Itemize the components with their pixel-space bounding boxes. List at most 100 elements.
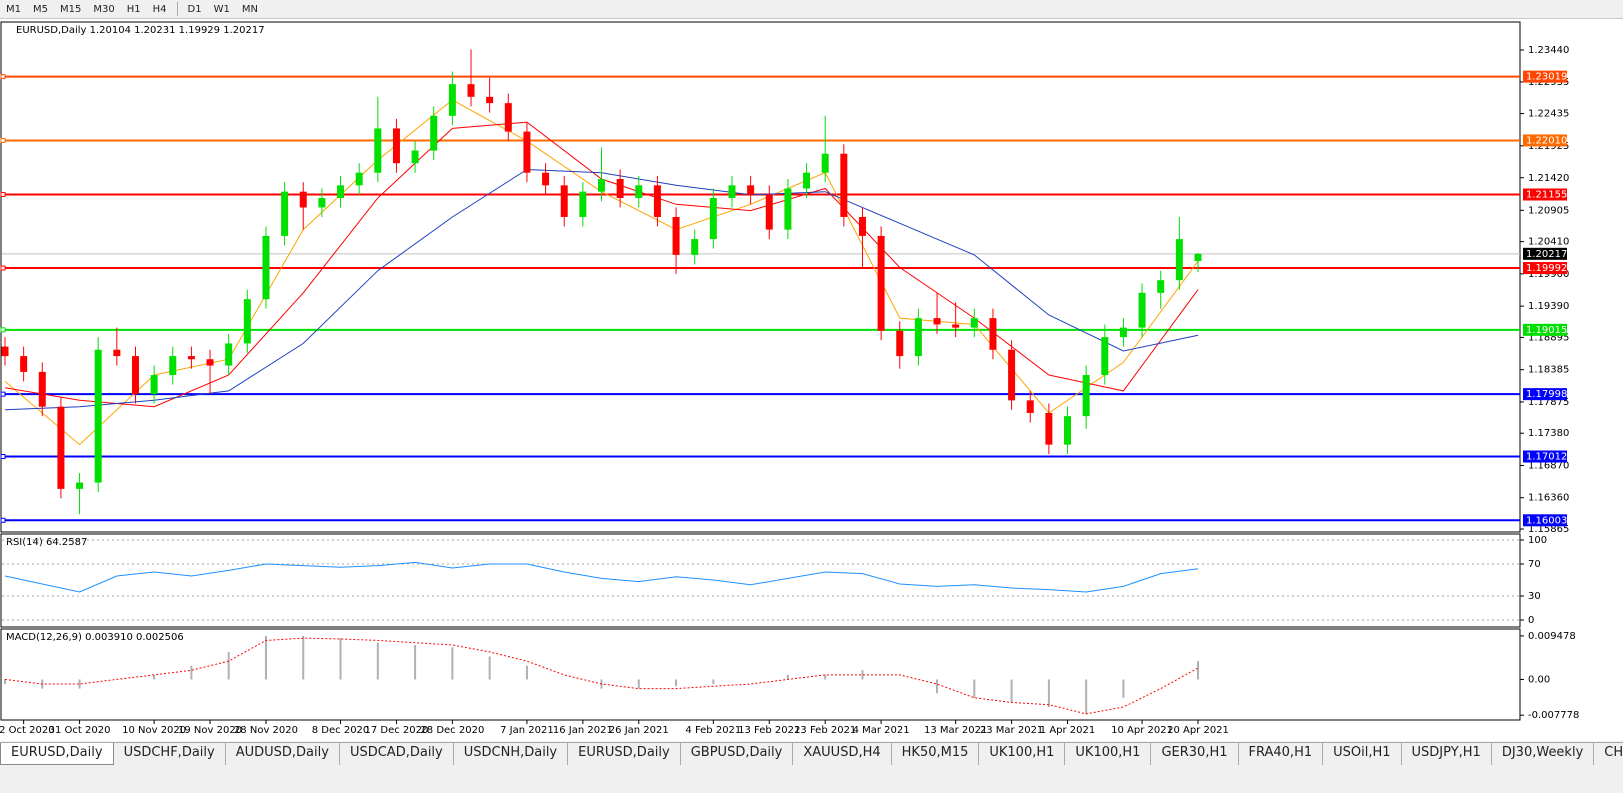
candle-body [94, 349, 102, 483]
x-tick-label: 28 Dec 2020 [420, 725, 484, 736]
timeframe-button[interactable]: MN [241, 3, 258, 15]
candle-body [840, 153, 848, 217]
rsi-line [4, 561, 1199, 593]
y-tick-label: 1.18385 [1528, 365, 1569, 376]
x-tick-label: 10 Apr 2021 [1111, 725, 1173, 736]
candle-body [579, 191, 587, 217]
symbol-tab[interactable]: USDCAD,Daily [340, 743, 454, 765]
candle-body [355, 172, 363, 186]
y-tick-label: 1.18895 [1528, 332, 1569, 343]
level-label: 1.23019 [1526, 72, 1567, 83]
symbol-tab[interactable]: EURUSD,Daily [568, 743, 681, 765]
candle-body [728, 185, 736, 198]
candle-body [486, 96, 494, 104]
candle-body [616, 179, 624, 198]
symbol-tab[interactable]: AUDUSD,Daily [226, 743, 340, 765]
rsi-title: RSI(14) 64.2587 [6, 537, 87, 548]
timeframe-button[interactable]: H4 [152, 3, 167, 15]
symbol-tab[interactable]: FRA40,H1 [1239, 743, 1324, 765]
candle-body [803, 172, 811, 189]
symbol-tab[interactable]: GER30,H1 [1151, 743, 1239, 765]
x-tick-label: 13 Mar 2021 [924, 725, 987, 736]
candle-body [1119, 327, 1127, 338]
level-label-box [1523, 323, 1567, 336]
symbol-tab[interactable]: GBPUSD,Daily [681, 743, 794, 765]
y-tick-label: 1.23440 [1528, 45, 1569, 56]
chart-background [0, 19, 1623, 741]
level-anchor [0, 453, 6, 459]
timeframe-button[interactable]: D1 [187, 3, 202, 15]
candle-body [76, 482, 84, 489]
candle-body [914, 318, 922, 357]
level-anchor [0, 327, 6, 333]
y-tick-label: 100 [1528, 535, 1547, 546]
x-tick-label: 28 Nov 2020 [234, 725, 298, 736]
candle-body [635, 185, 643, 198]
timeframe-toolbar: M1 M5 M15 M30 H1 H4 D1 W1 MN [0, 0, 1623, 19]
timeframe-button[interactable]: M1 [6, 3, 21, 15]
candle-body [970, 318, 978, 328]
level-label: 1.17012 [1526, 451, 1567, 462]
symbol-tab[interactable]: XAUUSD,H4 [793, 743, 892, 765]
candle-body [281, 191, 289, 236]
x-tick-label: 13 Feb 2021 [738, 725, 800, 736]
x-tick-label: 19 Nov 2020 [178, 725, 242, 736]
candle-body [691, 239, 699, 255]
level-anchor [0, 137, 6, 143]
y-tick-label: 0 [1528, 615, 1534, 626]
x-tick-label: 16 Jan 2021 [553, 725, 613, 736]
symbol-tab[interactable]: USOil,H1 [1323, 743, 1402, 765]
candle-body [598, 179, 605, 192]
symbol-tab[interactable]: DJ30,Weekly [1492, 743, 1595, 765]
level-anchor [0, 517, 6, 523]
candle-body [169, 356, 177, 376]
candle-body [225, 343, 233, 366]
level-label-box [1523, 388, 1567, 401]
x-tick-label: 10 Nov 2020 [122, 725, 186, 736]
candle-body [206, 359, 214, 366]
level-anchor [0, 391, 6, 397]
candle-body [1175, 239, 1183, 281]
candle-body [38, 371, 46, 407]
y-tick-label: 1.16870 [1528, 460, 1569, 471]
level-label-box [1523, 134, 1567, 147]
chart-title: EURUSD,Daily 1.20104 1.20231 1.19929 1.2… [16, 25, 265, 36]
x-tick-label: 4 Mar 2021 [853, 725, 910, 736]
y-tick-label: 1.19390 [1528, 301, 1569, 312]
level-anchor [0, 265, 6, 271]
y-tick-label: 30 [1528, 591, 1541, 602]
symbol-tab[interactable]: EURUSD,Daily [0, 743, 114, 765]
y-tick-label: 1.22435 [1528, 109, 1569, 120]
timeframe-button[interactable]: M30 [93, 3, 115, 15]
candle-body [448, 84, 456, 116]
y-tick-label: 1.15865 [1528, 524, 1569, 535]
level-label: 1.22010 [1526, 135, 1567, 146]
level-label: 1.21155 [1526, 190, 1567, 201]
candle-body [262, 235, 270, 300]
y-tick-label: 70 [1528, 559, 1541, 570]
timeframe-button[interactable]: W1 [213, 3, 230, 15]
candle-body [1008, 349, 1016, 401]
candle-body [318, 197, 326, 208]
timeframe-button[interactable]: M15 [60, 3, 82, 15]
candle-body [952, 324, 960, 328]
candle-body [1101, 337, 1109, 376]
candle-body [523, 131, 531, 173]
symbol-tab[interactable]: CHINA300,H1 [1594, 743, 1623, 765]
symbol-tab[interactable]: HK50,M15 [892, 743, 980, 765]
symbol-tab[interactable]: UK100,H1 [1065, 743, 1152, 765]
candle-body [1157, 280, 1165, 293]
symbol-tab[interactable]: USDCHF,Daily [114, 743, 226, 765]
symbol-tab[interactable]: USDCNH,Daily [454, 743, 569, 765]
level-label-box [1523, 70, 1567, 83]
timeframe-button[interactable]: H1 [126, 3, 141, 15]
timeframe-button[interactable]: M5 [33, 3, 48, 15]
candle-body [131, 356, 139, 395]
candle-body [1138, 292, 1146, 328]
symbol-tab[interactable]: UK100,H1 [979, 743, 1066, 765]
candle-body [653, 185, 661, 217]
candle-body [392, 128, 400, 164]
candle-body [877, 235, 885, 331]
current-price-box [1523, 247, 1567, 260]
symbol-tab[interactable]: USDJPY,H1 [1402, 743, 1492, 765]
